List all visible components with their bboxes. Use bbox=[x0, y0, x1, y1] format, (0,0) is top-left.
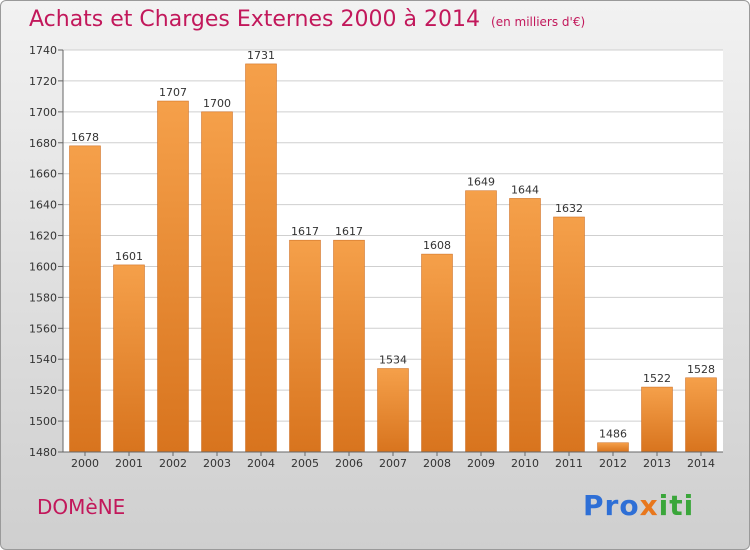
bar-2013 bbox=[641, 386, 673, 453]
y-tick-label: 1720 bbox=[29, 75, 57, 88]
data-label-2007: 1534 bbox=[379, 354, 407, 367]
x-tick-label-2013: 2013 bbox=[643, 457, 671, 470]
x-tick-label-2010: 2010 bbox=[511, 457, 539, 470]
x-tick-label-2002: 2002 bbox=[159, 457, 187, 470]
x-tick-label-2012: 2012 bbox=[599, 457, 627, 470]
bar-2012 bbox=[597, 442, 629, 453]
x-tick-label-2011: 2011 bbox=[555, 457, 583, 470]
bar-2009 bbox=[465, 190, 497, 453]
bar-2003 bbox=[201, 111, 233, 453]
bar-2010 bbox=[509, 198, 541, 453]
bar-2002 bbox=[157, 100, 189, 453]
data-label-2014: 1528 bbox=[687, 363, 715, 376]
y-tick-label: 1580 bbox=[29, 291, 57, 304]
bar-2000 bbox=[69, 145, 101, 453]
data-label-2008: 1608 bbox=[423, 239, 451, 252]
y-tick-label: 1520 bbox=[29, 384, 57, 397]
data-label-2000: 1678 bbox=[71, 131, 99, 144]
y-tick-label: 1660 bbox=[29, 168, 57, 181]
y-tick-label: 1680 bbox=[29, 137, 57, 150]
data-label-2011: 1632 bbox=[555, 202, 583, 215]
x-tick-label-2014: 2014 bbox=[687, 457, 715, 470]
bar-2011 bbox=[553, 216, 585, 453]
x-tick-label-2004: 2004 bbox=[247, 457, 275, 470]
logo-part-1: Pro bbox=[583, 489, 640, 522]
bar-2005 bbox=[289, 239, 321, 453]
bar-2004 bbox=[245, 63, 277, 453]
y-tick-label: 1540 bbox=[29, 353, 57, 366]
data-label-2004: 1731 bbox=[247, 49, 275, 62]
data-label-2003: 1700 bbox=[203, 97, 231, 110]
place-name: DOMèNE bbox=[37, 495, 126, 519]
x-tick-label-2003: 2003 bbox=[203, 457, 231, 470]
data-label-2005: 1617 bbox=[291, 225, 319, 238]
logo-part-2: x bbox=[639, 489, 659, 522]
x-tick-label-2007: 2007 bbox=[379, 457, 407, 470]
logo-part-3: iti bbox=[658, 489, 695, 522]
x-tick-label-2006: 2006 bbox=[335, 457, 363, 470]
data-label-2006: 1617 bbox=[335, 225, 363, 238]
bar-2007 bbox=[377, 368, 409, 453]
y-tick-label: 1480 bbox=[29, 446, 57, 459]
y-tick-label: 1500 bbox=[29, 415, 57, 428]
y-tick-label: 1700 bbox=[29, 106, 57, 119]
proxiti-logo: Proxiti bbox=[583, 489, 694, 522]
data-label-2009: 1649 bbox=[467, 176, 495, 189]
chart-title: Achats et Charges Externes 2000 à 2014 (… bbox=[29, 7, 585, 32]
bar-2008 bbox=[421, 253, 453, 453]
subtitle-text: (en milliers d'€) bbox=[491, 15, 586, 29]
data-label-2013: 1522 bbox=[643, 372, 671, 385]
data-label-2002: 1707 bbox=[159, 86, 187, 99]
x-tick-label-2001: 2001 bbox=[115, 457, 143, 470]
bar-2001 bbox=[113, 264, 145, 453]
title-text: Achats et Charges Externes 2000 à 2014 bbox=[29, 7, 480, 32]
y-tick-label: 1560 bbox=[29, 322, 57, 335]
data-label-2012: 1486 bbox=[599, 428, 627, 441]
y-tick-label: 1620 bbox=[29, 230, 57, 243]
data-label-2010: 1644 bbox=[511, 183, 539, 196]
x-tick-label-2009: 2009 bbox=[467, 457, 495, 470]
x-tick-label-2005: 2005 bbox=[291, 457, 319, 470]
y-tick-label: 1640 bbox=[29, 199, 57, 212]
y-tick-label: 1600 bbox=[29, 260, 57, 273]
bar-2006 bbox=[333, 239, 365, 453]
x-tick-label-2008: 2008 bbox=[423, 457, 451, 470]
y-tick-label: 1740 bbox=[29, 44, 57, 57]
data-label-2001: 1601 bbox=[115, 250, 143, 263]
x-tick-label-2000: 2000 bbox=[71, 457, 99, 470]
bar-2014 bbox=[685, 377, 717, 453]
